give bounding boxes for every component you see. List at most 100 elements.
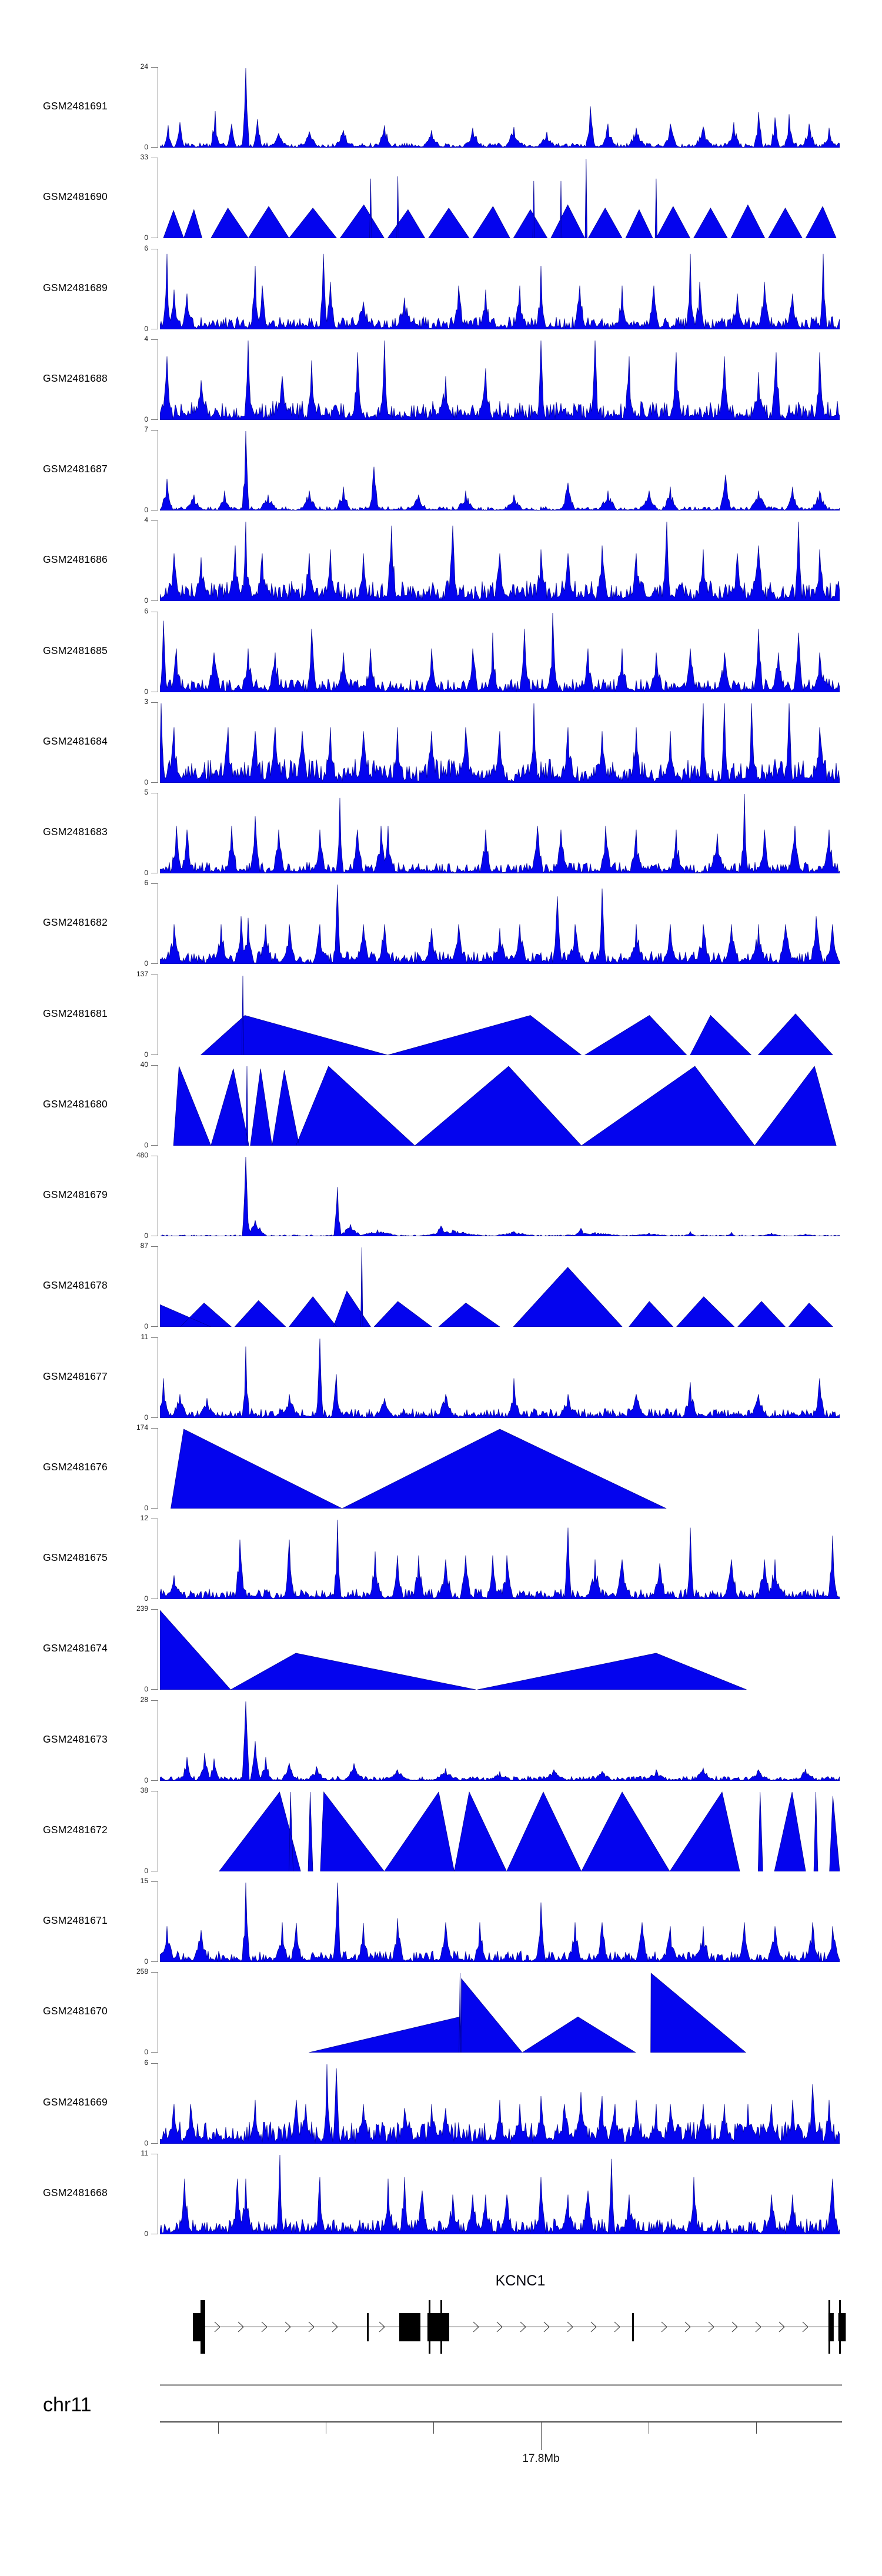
track-signal-area (160, 885, 840, 965)
strand-arrow-icon (567, 2321, 573, 2333)
strand-arrow-icon (285, 2321, 291, 2333)
track-yzero-label: 0 (144, 1594, 148, 1603)
track-axis-bracket (151, 1337, 158, 1418)
axis-minor-tick (218, 2422, 219, 2434)
track-ymax-label: 11 (141, 1332, 148, 1341)
strand-arrow-icon (779, 2321, 785, 2333)
track-label: GSM2481686 (43, 553, 108, 566)
track-axis-bracket (151, 2063, 158, 2144)
track-yzero-label: 0 (144, 778, 148, 786)
track-ymax-label: 12 (140, 1514, 148, 1523)
track-signal-area (160, 1610, 747, 1690)
track-label: GSM2481684 (43, 735, 108, 747)
strand-arrow-icon (590, 2321, 597, 2333)
gene-exon (427, 2313, 449, 2341)
strand-arrow-icon (661, 2321, 667, 2333)
track-yzero-label: 0 (144, 143, 148, 151)
strand-arrow-icon (684, 2321, 691, 2333)
track-axis-bracket (151, 520, 158, 602)
track-signal-area (160, 253, 840, 329)
track-ymax-label: 5 (144, 788, 148, 797)
track-signal-area (160, 68, 840, 148)
track-signal-area (160, 794, 840, 874)
strand-arrow-icon (379, 2321, 385, 2333)
track-yzero-label: 0 (144, 1050, 148, 1059)
track-signal-area (160, 1157, 840, 1237)
track-label: GSM2481691 (43, 100, 108, 112)
track-yzero-label: 0 (144, 959, 148, 968)
axis-minor-tick (756, 2422, 757, 2434)
track-signal-area (160, 1701, 840, 1781)
track-label: GSM2481688 (43, 372, 108, 384)
track-signal-area (160, 1247, 833, 1327)
track-label: GSM2481679 (43, 1189, 108, 1201)
gene-model-track (193, 2300, 846, 2354)
track-ymax-label: 40 (140, 1060, 148, 1069)
track-axis-bracket (151, 430, 158, 511)
track-label: GSM2481680 (43, 1097, 108, 1110)
strand-arrow-icon (308, 2321, 315, 2333)
track-ymax-label: 6 (144, 879, 148, 887)
axis-minor-tick (433, 2422, 435, 2434)
strand-arrow-icon (214, 2321, 220, 2333)
track-label: GSM2481670 (43, 2005, 108, 2017)
track-yzero-label: 0 (144, 233, 148, 242)
track-signal-area (160, 1883, 840, 1963)
track-signal-area (160, 522, 840, 602)
track-yzero-label: 0 (144, 1413, 148, 1422)
track-ymax-label: 6 (144, 606, 148, 615)
track-axis-bracket (151, 1972, 158, 2053)
track-yzero-label: 0 (144, 415, 148, 423)
track-label: GSM2481677 (43, 1370, 108, 1382)
track-yzero-label: 0 (144, 1140, 148, 1149)
track-signal-area (200, 975, 833, 1055)
gene-exon (838, 2313, 846, 2341)
track-axis-bracket (151, 1519, 158, 1600)
track-signal-area (173, 1066, 837, 1146)
track-ymax-label: 6 (144, 2058, 148, 2067)
strand-arrow-icon (520, 2321, 526, 2333)
track-axis-bracket (151, 611, 158, 692)
track-label: GSM2481690 (43, 191, 108, 203)
track-label: GSM2481674 (43, 1642, 108, 1654)
strand-arrow-icon (332, 2321, 338, 2333)
track-axis-bracket (151, 1427, 158, 1509)
track-ymax-label: 6 (144, 243, 148, 252)
track-label: GSM2481678 (43, 1279, 108, 1292)
gene-exon (201, 2300, 205, 2354)
track-axis-bracket (151, 67, 158, 148)
gene-name-label: KCNC1 (495, 2273, 546, 2289)
gene-exon (429, 2300, 430, 2354)
track-axis-bracket (151, 974, 158, 1055)
track-signal-area (219, 1791, 840, 1871)
track-axis-bracket (151, 883, 158, 965)
track-yzero-label: 0 (144, 2048, 148, 2057)
genome-axis-tick-label: 17.8Mb (522, 2452, 560, 2465)
strand-arrow-icon (261, 2321, 268, 2333)
track-signal-area (160, 2154, 840, 2234)
gene-exon (828, 2313, 834, 2341)
track-yzero-label: 0 (144, 2138, 148, 2147)
track-label: GSM2481683 (43, 826, 108, 838)
track-yzero-label: 0 (144, 324, 148, 333)
track-signal-area (160, 703, 840, 783)
track-ymax-label: 480 (136, 1151, 148, 1160)
track-axis-bracket (151, 2153, 158, 2234)
track-label: GSM2481689 (43, 281, 108, 293)
axis-major-tick (541, 2422, 542, 2450)
track-signal-area (160, 431, 840, 511)
track-ymax-label: 258 (136, 1967, 148, 1976)
track-signal-area (163, 159, 837, 239)
track-label: GSM2481672 (43, 1823, 108, 1836)
track-signal-area (171, 1429, 667, 1509)
track-label: GSM2481673 (43, 1733, 108, 1745)
track-axis-bracket (151, 1700, 158, 1781)
track-yzero-label: 0 (144, 1232, 148, 1240)
track-ymax-label: 174 (136, 1423, 148, 1432)
separator-line (160, 2384, 842, 2386)
track-ymax-label: 11 (141, 2148, 148, 2157)
track-yzero-label: 0 (144, 1866, 148, 1875)
track-yzero-label: 0 (144, 506, 148, 515)
track-yzero-label: 0 (144, 1776, 148, 1784)
